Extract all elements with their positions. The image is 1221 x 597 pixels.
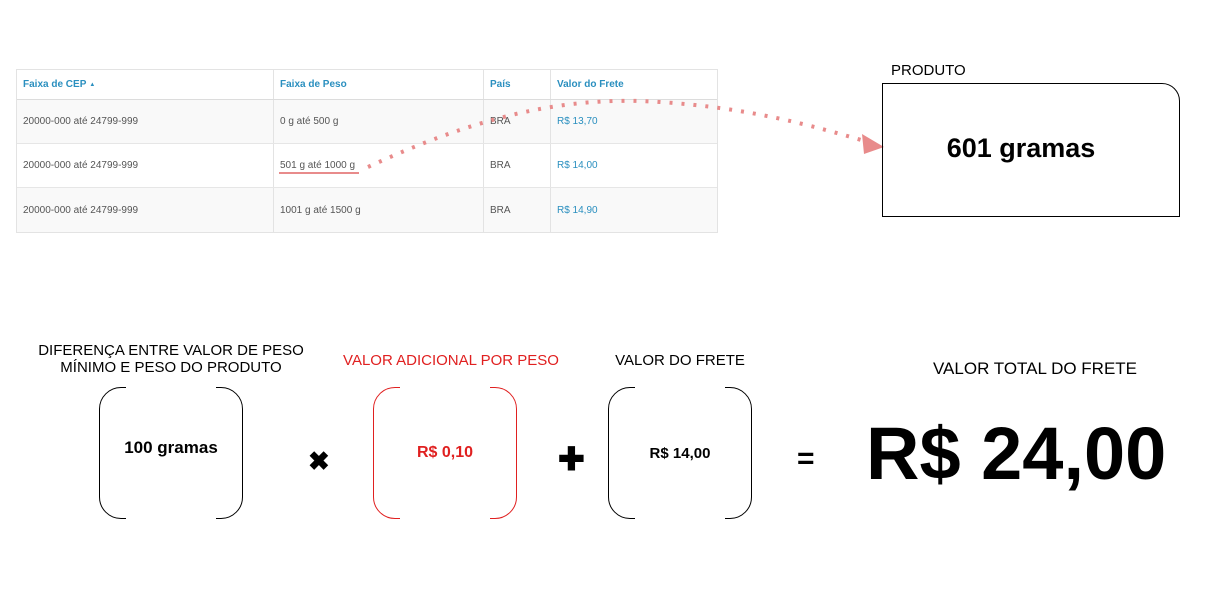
table-row: 20000-000 até 24799-999 501 g até 1000 g… [17, 144, 717, 188]
table-row: 20000-000 até 24799-999 0 g até 500 g BR… [17, 100, 717, 144]
frete-value: R$ 14,00 [649, 444, 711, 462]
cell-frete: R$ 13,70 [557, 116, 598, 127]
total-value: R$ 24,00 [866, 412, 1167, 495]
cell-frete: R$ 14,90 [557, 204, 598, 216]
plus-icon: ✚ [558, 441, 585, 477]
column-header-peso[interactable]: Faixa de Peso [274, 70, 484, 99]
column-header-frete-label: Valor do Frete [557, 79, 624, 90]
column-header-cep[interactable]: Faixa de CEP ▲ [17, 70, 274, 99]
column-header-pais[interactable]: País [484, 70, 551, 99]
add-value: R$ 0,10 [416, 444, 474, 461]
add-caption: VALOR ADICIONAL POR PESO [343, 352, 559, 369]
cell-peso: 501 g até 1000 g [274, 144, 484, 187]
diff-box: 100 gramas [99, 386, 243, 520]
diff-caption-line1: DIFERENÇA ENTRE VALOR DE PESO [38, 342, 304, 359]
cell-peso: 0 g até 500 g [274, 100, 484, 143]
product-label: PRODUTO [891, 62, 966, 79]
column-header-peso-label: Faixa de Peso [280, 79, 347, 90]
cell-peso: 1001 g até 1500 g [274, 188, 484, 232]
product-weight: 601 gramas [946, 133, 1096, 163]
frete-box: R$ 14,00 [608, 386, 752, 520]
weight-range-highlight [279, 172, 359, 174]
diff-caption: DIFERENÇA ENTRE VALOR DE PESO MÍNIMO E P… [30, 342, 312, 376]
frete-caption: VALOR DO FRETE [615, 352, 745, 369]
total-caption: VALOR TOTAL DO FRETE [932, 359, 1138, 378]
table-header-row: Faixa de CEP ▲ Faixa de Peso País Valor … [17, 70, 717, 100]
add-box: R$ 0,10 [373, 386, 517, 520]
equals-icon: = [797, 442, 815, 475]
shipping-table: Faixa de CEP ▲ Faixa de Peso País Valor … [16, 69, 718, 233]
cell-cep: 20000-000 até 24799-999 [17, 144, 274, 187]
cell-pais: BRA [484, 144, 551, 187]
diff-caption-line2: MÍNIMO E PESO DO PRODUTO [60, 359, 282, 376]
cell-cep: 20000-000 até 24799-999 [17, 100, 274, 143]
cell-frete: R$ 14,00 [557, 160, 598, 171]
cell-pais: BRA [484, 100, 551, 143]
column-header-frete[interactable]: Valor do Frete [551, 70, 717, 99]
multiply-icon: ✖ [308, 446, 330, 476]
cell-pais: BRA [484, 188, 551, 232]
column-header-cep-label: Faixa de CEP [23, 79, 87, 90]
product-box: 601 gramas [882, 83, 1180, 217]
column-header-pais-label: País [490, 79, 511, 90]
table-row: 20000-000 até 24799-999 1001 g até 1500 … [17, 188, 717, 232]
sort-asc-icon[interactable]: ▲ [89, 81, 96, 88]
diff-value: 100 gramas [124, 438, 218, 457]
cell-cep: 20000-000 até 24799-999 [17, 188, 274, 232]
